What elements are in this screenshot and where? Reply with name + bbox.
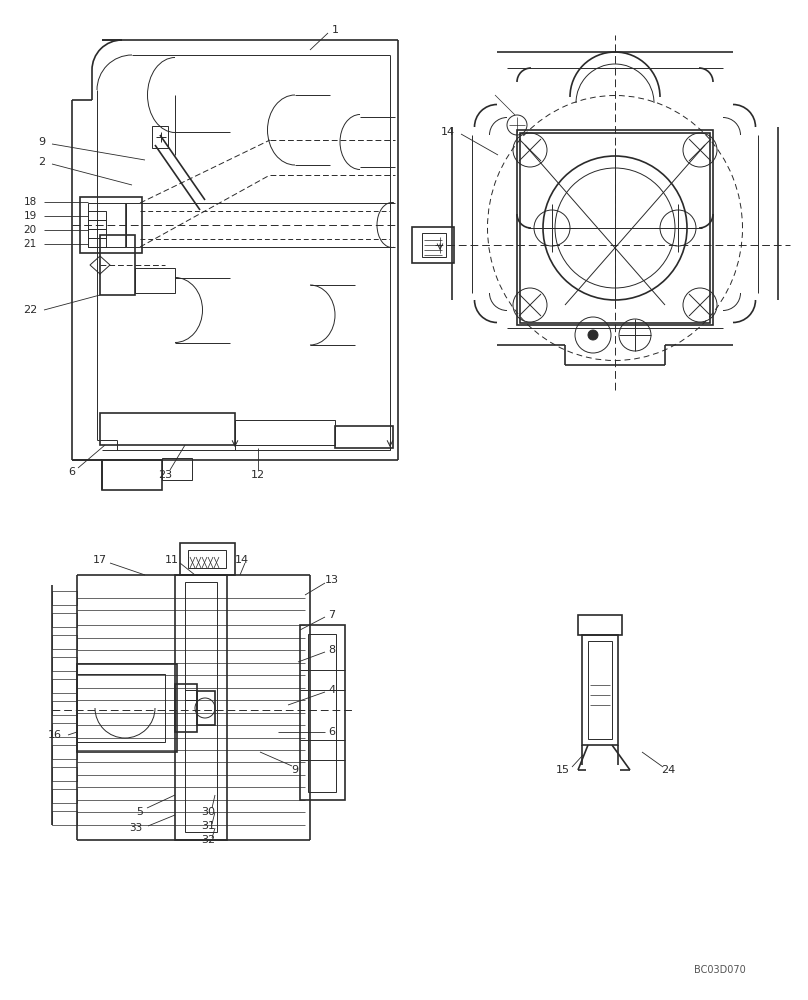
Bar	[88, 211, 106, 220]
Text: 1: 1	[331, 25, 339, 35]
Bar	[520, 133, 710, 323]
Text: 31: 31	[201, 821, 215, 831]
Bar	[422, 233, 446, 257]
Bar	[52, 701, 77, 715]
Text: BC03D070: BC03D070	[694, 965, 746, 975]
Text: 14: 14	[441, 127, 455, 137]
Text: 30: 30	[201, 807, 215, 817]
Bar	[88, 229, 106, 238]
Bar	[175, 684, 197, 732]
Bar	[52, 679, 77, 693]
Text: 4: 4	[328, 685, 335, 695]
Bar	[582, 635, 618, 745]
Text: 20: 20	[23, 225, 36, 235]
Text: 22: 22	[23, 305, 37, 315]
Bar	[88, 238, 106, 247]
Bar	[588, 641, 612, 739]
Text: 9: 9	[292, 765, 299, 775]
Text: 14: 14	[235, 555, 249, 565]
Bar	[152, 126, 168, 148]
Text: 11: 11	[165, 555, 179, 565]
Text: 6: 6	[329, 727, 335, 737]
Text: 6: 6	[69, 467, 75, 477]
Text: 19: 19	[23, 211, 36, 221]
Bar	[135, 268, 175, 293]
Text: 21: 21	[23, 239, 36, 249]
Text: 12: 12	[251, 470, 265, 480]
Text: 13: 13	[325, 575, 339, 585]
Text: 32: 32	[201, 835, 215, 845]
Bar	[52, 723, 77, 737]
Text: 2: 2	[39, 157, 45, 167]
Bar	[100, 235, 135, 295]
Circle shape	[588, 330, 598, 340]
Bar	[80, 197, 142, 253]
Bar	[185, 582, 217, 832]
Bar	[88, 203, 126, 247]
Bar	[197, 691, 215, 725]
Bar	[517, 130, 713, 325]
Bar	[100, 413, 235, 445]
Text: 17: 17	[93, 555, 107, 565]
Text: 8: 8	[328, 645, 335, 655]
Text: 18: 18	[23, 197, 36, 207]
Bar	[77, 664, 177, 752]
Bar	[77, 674, 165, 742]
Bar	[52, 657, 77, 671]
Bar	[52, 635, 77, 649]
Bar	[180, 543, 235, 575]
Text: 9: 9	[39, 137, 45, 147]
Bar	[185, 690, 197, 700]
Bar	[235, 420, 335, 445]
Bar	[52, 811, 77, 825]
Bar	[335, 426, 393, 448]
Bar	[578, 615, 622, 635]
Text: 33: 33	[129, 823, 143, 833]
Bar	[300, 625, 345, 800]
Bar	[52, 789, 77, 803]
Text: 24: 24	[661, 765, 675, 775]
Bar	[52, 613, 77, 627]
Bar	[52, 591, 77, 605]
Bar	[52, 767, 77, 781]
Bar	[102, 460, 162, 490]
Bar	[308, 634, 336, 792]
Text: 7: 7	[328, 610, 335, 620]
Text: 23: 23	[158, 470, 172, 480]
Bar	[188, 550, 226, 568]
Bar	[162, 458, 192, 480]
Text: 16: 16	[48, 730, 62, 740]
Bar	[412, 227, 454, 263]
Bar	[175, 575, 227, 840]
Text: 15: 15	[556, 765, 570, 775]
Text: 5: 5	[137, 807, 144, 817]
Bar	[52, 745, 77, 759]
Bar	[88, 220, 106, 229]
